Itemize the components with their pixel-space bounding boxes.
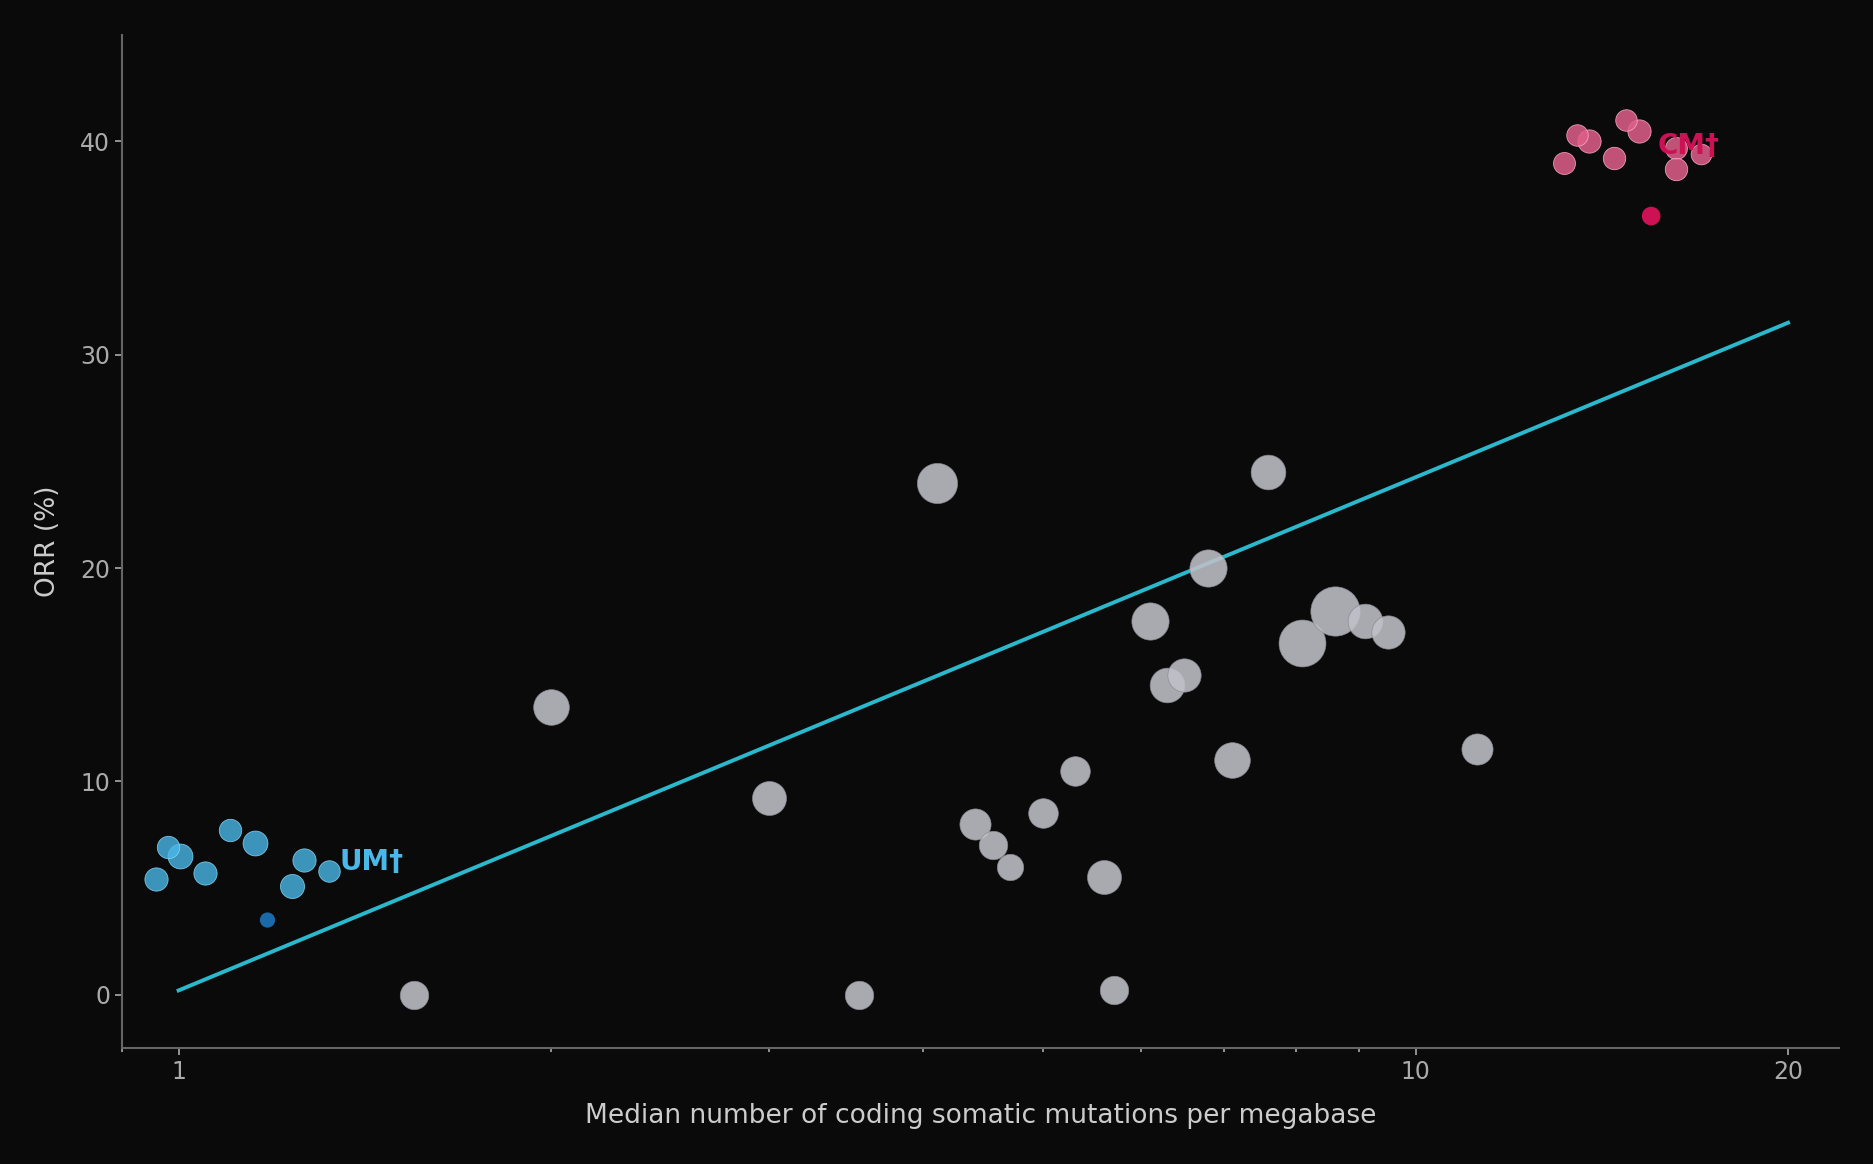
Point (1028, 804, 1058, 823)
Point (536, 697, 566, 716)
Point (215, 821, 245, 839)
X-axis label: Median number of coding somatic mutations per megabase: Median number of coding somatic mutation… (584, 1103, 1375, 1129)
Point (922, 474, 951, 492)
Point (313, 861, 343, 880)
Point (753, 789, 783, 808)
Point (189, 864, 219, 882)
Point (978, 836, 1008, 854)
Point (1287, 633, 1317, 652)
Point (959, 815, 989, 833)
Point (140, 871, 170, 889)
Point (1098, 981, 1128, 1000)
Point (1058, 761, 1088, 780)
Point (1349, 612, 1379, 631)
Point (1461, 740, 1491, 759)
Point (1216, 751, 1246, 769)
Point (253, 910, 283, 929)
Text: CM†: CM† (1658, 132, 1719, 159)
Point (1573, 132, 1603, 150)
Point (995, 858, 1025, 876)
Point (1659, 139, 1689, 157)
Point (165, 846, 195, 865)
Point (1319, 602, 1349, 620)
Point (1193, 559, 1223, 577)
Point (1253, 463, 1283, 482)
Point (1152, 676, 1182, 695)
Point (399, 986, 429, 1005)
Point (845, 986, 875, 1005)
Point (1560, 126, 1590, 144)
Point (1373, 623, 1403, 641)
Point (1549, 154, 1579, 172)
Y-axis label: ORR (%): ORR (%) (36, 485, 60, 597)
Point (1635, 207, 1665, 226)
Point (288, 851, 318, 870)
Point (1169, 666, 1199, 684)
Point (1135, 612, 1165, 631)
Point (1598, 149, 1628, 168)
Point (1684, 144, 1714, 163)
Point (1622, 121, 1652, 140)
Point (1088, 868, 1118, 887)
Point (277, 876, 307, 895)
Point (154, 838, 184, 857)
Point (240, 833, 270, 852)
Point (1659, 159, 1689, 178)
Point (1611, 111, 1641, 129)
Text: UM†: UM† (339, 849, 405, 876)
